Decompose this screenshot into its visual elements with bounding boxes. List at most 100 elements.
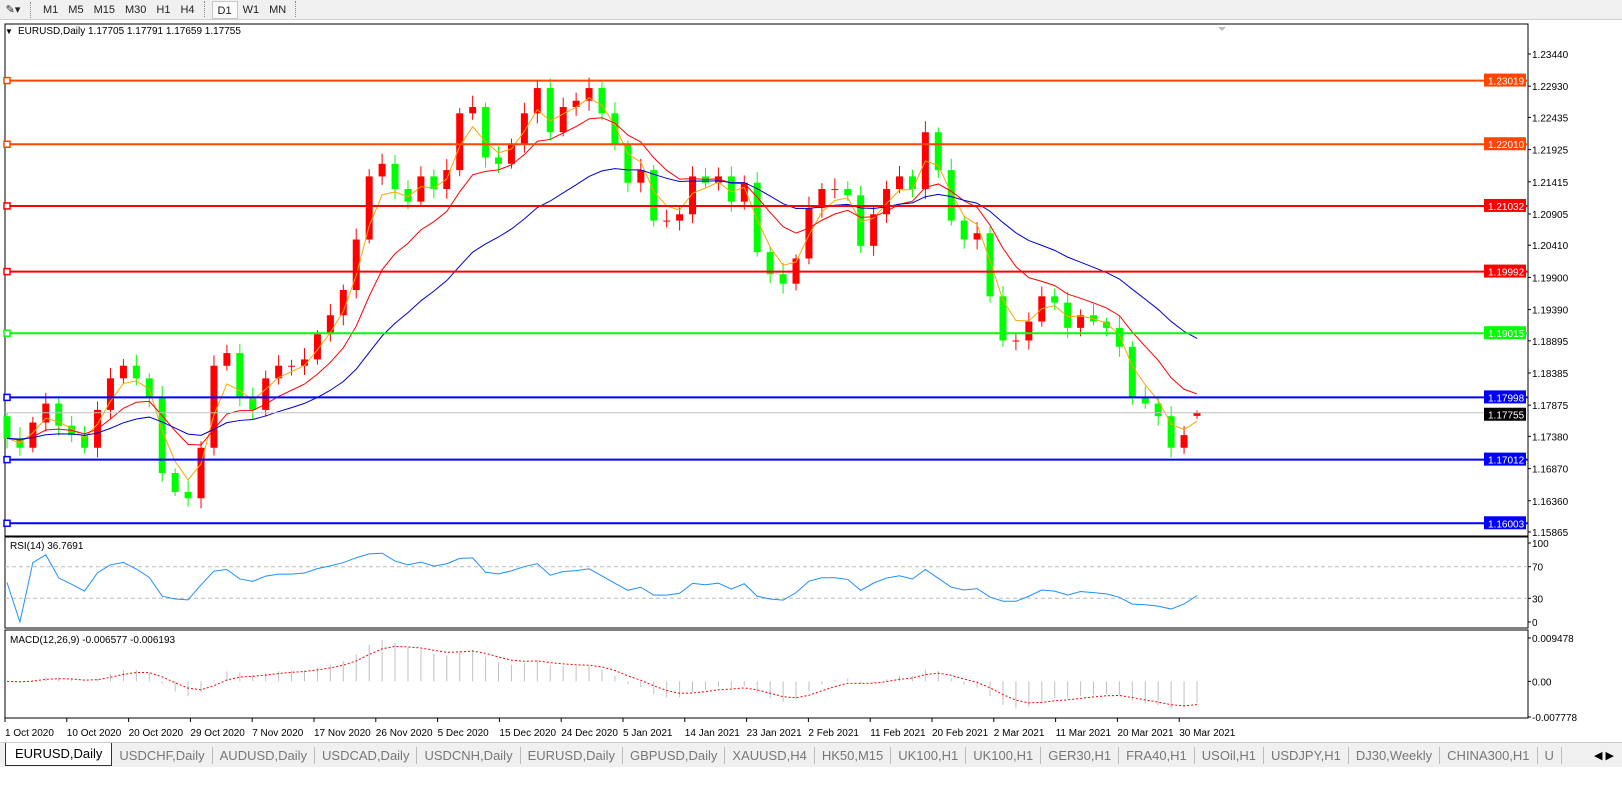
candle-body — [1193, 412, 1201, 416]
candle-body — [546, 88, 554, 133]
chart-tab[interactable]: UK100,H1 — [966, 746, 1042, 764]
chart-tab[interactable]: U — [1538, 746, 1562, 764]
candle-body — [1180, 435, 1188, 448]
level-price-badge — [1484, 137, 1526, 151]
level-anchor-handle[interactable] — [3, 267, 11, 276]
level-price-label: 1.21032 — [1488, 202, 1525, 213]
level-price-badge — [1484, 73, 1526, 87]
candle-body — [1128, 346, 1136, 398]
tab-scroll-arrows[interactable]: ◀ ▶ — [1588, 748, 1622, 762]
chart-tab[interactable]: FRA40,H1 — [1119, 746, 1195, 764]
level-price-badge — [1484, 516, 1526, 530]
candle-body — [1064, 302, 1072, 328]
candle-body — [1115, 327, 1123, 347]
chart-tab[interactable]: AUDUSD,Daily — [213, 746, 316, 764]
chart-tab[interactable]: CHINA300,H1 — [1440, 746, 1538, 764]
timeframe-m15[interactable]: M15 — [93, 3, 115, 16]
candle-body — [1102, 321, 1110, 328]
date-tick-label: 11 Mar 2021 — [1056, 728, 1112, 739]
candle-body — [598, 88, 606, 114]
candle-body — [766, 252, 774, 275]
price-tick-label: 1.16870 — [1532, 465, 1569, 476]
candle-body — [805, 207, 813, 259]
candle-body — [572, 100, 580, 108]
candle-body — [365, 176, 373, 240]
level-anchor-handle[interactable] — [3, 519, 11, 528]
macd-label: MACD(12,26,9) -0.006577 -0.006193 — [10, 635, 176, 646]
date-tick-label: 20 Oct 2020 — [129, 728, 184, 739]
candle-body — [158, 397, 166, 473]
candle-body — [119, 365, 127, 379]
timeframe-m1[interactable]: M1 — [43, 3, 59, 16]
chart-tab[interactable]: USDCHF,Daily — [112, 746, 213, 764]
candle-body — [973, 233, 981, 240]
level-anchor-handle[interactable] — [3, 329, 11, 337]
chart-tab[interactable]: DJ30,Weekly — [1349, 746, 1441, 764]
candle-body — [443, 170, 451, 190]
rsi-label: RSI(14) 36.7691 — [10, 541, 84, 552]
timeframe-m5[interactable]: M5 — [68, 3, 84, 16]
level-anchor-handle[interactable] — [3, 140, 11, 148]
level-anchor-handle[interactable] — [3, 202, 11, 210]
date-tick-label: 20 Mar 2021 — [1117, 728, 1174, 739]
candle-body — [986, 233, 994, 297]
level-price-label: 1.22010 — [1488, 140, 1525, 151]
timeframe-h1[interactable]: H1 — [156, 3, 171, 16]
date-tick-label: 11 Feb 2021 — [870, 728, 926, 739]
price-tick-label: 1.22930 — [1532, 82, 1569, 93]
candle-body — [326, 315, 334, 335]
shift-marker-icon[interactable] — [1218, 27, 1226, 31]
timeframe-h4[interactable]: H4 — [180, 3, 195, 16]
candle-body — [430, 176, 438, 190]
chart-tab[interactable]: GBPUSD,Daily — [623, 746, 726, 764]
date-tick-label: 7 Nov 2020 — [252, 728, 304, 739]
date-tick-label: 30 Mar 2021 — [1179, 728, 1236, 739]
candle-body — [818, 189, 826, 208]
level-price-label: 1.16003 — [1488, 519, 1525, 530]
candle-body — [689, 176, 697, 215]
chart-tab[interactable]: XAUUSD,H4 — [725, 746, 815, 764]
chart-tab[interactable]: HK50,M15 — [815, 746, 892, 764]
timeframe-m30[interactable]: M30 — [124, 3, 147, 16]
candle-body — [650, 170, 658, 221]
candle-body — [249, 397, 257, 410]
candle-body — [482, 107, 490, 158]
date-tick-label: 10 Oct 2020 — [67, 728, 122, 739]
line-tools-icon[interactable]: ✎▾ — [5, 4, 21, 16]
chart-tab[interactable]: USDCAD,Daily — [315, 746, 418, 764]
candle-body — [55, 403, 63, 426]
level-anchor-handle[interactable] — [3, 393, 11, 402]
timeframe-mn[interactable]: MN — [269, 3, 287, 16]
chart-window[interactable]: 1.23019 1.22010 1.21032 1.19992 1.19015 1.179… — [0, 20, 1622, 742]
candle-body — [533, 88, 541, 114]
chart-tab[interactable]: EURUSD,Daily — [521, 746, 623, 764]
chart-tab[interactable]: UK100,H1 — [891, 746, 967, 764]
collapse-triangle-icon[interactable]: ▼ — [5, 27, 13, 36]
level-price-badge — [1484, 264, 1526, 278]
ma-slow-line — [6, 168, 1198, 440]
candle-body — [1012, 340, 1020, 342]
ma-fast-line — [6, 97, 1198, 481]
candle-body — [417, 176, 425, 202]
chart-tabs: EURUSD,Daily USDCHF,Daily AUDUSD,Daily USDC… — [0, 742, 1622, 767]
chart-tab[interactable]: EURUSD,Daily — [5, 743, 113, 766]
candle-body — [947, 170, 955, 221]
level-anchor-handle[interactable] — [3, 76, 11, 85]
rsi-tick-label: 30 — [1532, 594, 1544, 605]
toolbar-separator — [203, 0, 208, 17]
rsi-line — [6, 552, 1198, 624]
candle-body — [262, 378, 270, 410]
candle-body — [637, 170, 645, 183]
rsi-tick-label: 0 — [1532, 618, 1538, 629]
chart-tab[interactable]: USDCNH,Daily — [417, 746, 521, 764]
current-price-badge — [1484, 407, 1526, 421]
timeframe-d1[interactable]: D1 — [211, 0, 238, 19]
chart-tab[interactable]: USDJPY,H1 — [1264, 746, 1349, 764]
timeframe-w1[interactable]: W1 — [242, 3, 260, 16]
rsi-tick-label: 100 — [1532, 539, 1549, 550]
macd-signal-line — [6, 645, 1198, 707]
toolbar-separator — [30, 1, 34, 18]
chart-tab[interactable]: GER30,H1 — [1041, 746, 1120, 764]
chart-tab[interactable]: USOil,H1 — [1195, 746, 1264, 764]
level-anchor-handle[interactable] — [3, 455, 11, 464]
